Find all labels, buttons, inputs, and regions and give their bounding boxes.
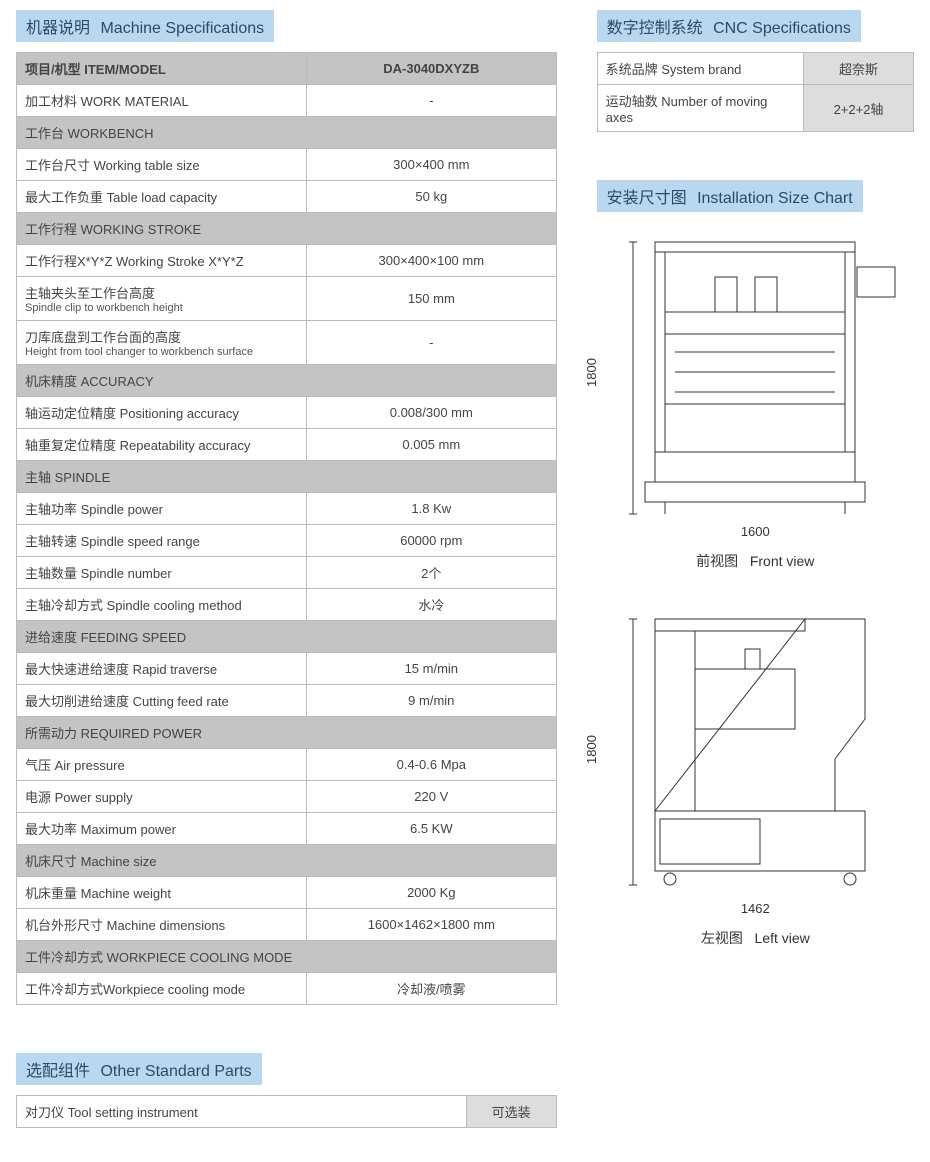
cnc-row-value: 2+2+2轴 — [804, 85, 914, 132]
spec-row-label: 刀库底盘到工作台面的高度Height from tool changer to … — [17, 321, 307, 365]
cnc-table: 系统品牌 System brand超奈斯运动轴数 Number of movin… — [597, 52, 914, 132]
front-view-diagram — [605, 222, 905, 522]
spec-row-value: 1.8 Kw — [307, 493, 557, 525]
spec-row-label: 主轴转速 Spindle speed range — [17, 525, 307, 557]
parts-title-en: Other Standard Parts — [100, 1063, 251, 1080]
spec-row-value: 2000 Kg — [307, 877, 557, 909]
spec-section-label: 工件冷却方式 WORKPIECE COOLING MODE — [17, 941, 557, 973]
spec-row-value: 0.005 mm — [307, 429, 557, 461]
spec-row-value: 0.008/300 mm — [307, 397, 557, 429]
install-title-en: Installation Size Chart — [697, 190, 853, 207]
machine-spec-title-cn: 机器说明 — [26, 20, 90, 37]
parts-title-cn: 选配组件 — [26, 1063, 90, 1080]
left-height-dim: 1800 — [584, 735, 599, 764]
spec-row-value: - — [307, 321, 557, 365]
spec-row-label: 电源 Power supply — [17, 781, 307, 813]
front-view-caption: 前视图 Front view — [597, 551, 914, 571]
header-item-label: 项目/机型 ITEM/MODEL — [17, 53, 307, 85]
spec-row-value: - — [307, 85, 557, 117]
spec-section-label: 机床精度 ACCURACY — [17, 365, 557, 397]
spec-row-label: 主轴数量 Spindle number — [17, 557, 307, 589]
cnc-title-cn: 数字控制系统 — [607, 20, 703, 37]
left-width-dim: 1462 — [605, 901, 905, 916]
parts-table: 对刀仪 Tool setting instrument可选装 — [16, 1095, 557, 1128]
spec-row-value: 15 m/min — [307, 653, 557, 685]
spec-row-value: 冷却液/喷雾 — [307, 973, 557, 1005]
spec-row-value: 300×400×100 mm — [307, 245, 557, 277]
spec-row-value: 50 kg — [307, 181, 557, 213]
machine-spec-title-en: Machine Specifications — [100, 20, 264, 37]
spec-row-value: 60000 rpm — [307, 525, 557, 557]
spec-row-label: 工作行程X*Y*Z Working Stroke X*Y*Z — [17, 245, 307, 277]
spec-row-label: 最大工作负重 Table load capacity — [17, 181, 307, 213]
cnc-title-en: CNC Specifications — [713, 20, 851, 37]
spec-row-value: 220 V — [307, 781, 557, 813]
front-view-container: 1800 1600 — [605, 222, 905, 539]
front-height-dim: 1800 — [584, 358, 599, 387]
spec-section-label: 机床尺寸 Machine size — [17, 845, 557, 877]
cnc-row-label: 运动轴数 Number of moving axes — [597, 85, 803, 132]
spec-row-label: 工件冷却方式Workpiece cooling mode — [17, 973, 307, 1005]
parts-row-value: 可选装 — [466, 1096, 556, 1128]
cnc-row-label: 系统品牌 System brand — [597, 53, 803, 85]
spec-row-value: 150 mm — [307, 277, 557, 321]
parts-title: 选配组件 Other Standard Parts — [16, 1053, 262, 1085]
parts-row-label: 对刀仪 Tool setting instrument — [17, 1096, 467, 1128]
spec-row-label: 最大切削进给速度 Cutting feed rate — [17, 685, 307, 717]
spec-row-label: 主轴冷却方式 Spindle cooling method — [17, 589, 307, 621]
spec-row-value: 300×400 mm — [307, 149, 557, 181]
left-view-caption: 左视图 Left view — [597, 928, 914, 948]
spec-section-label: 进给速度 FEEDING SPEED — [17, 621, 557, 653]
spec-row-label: 最大功率 Maximum power — [17, 813, 307, 845]
spec-row-label: 轴运动定位精度 Positioning accuracy — [17, 397, 307, 429]
spec-row-value: 0.4-0.6 Mpa — [307, 749, 557, 781]
spec-row-label: 加工材料 WORK MATERIAL — [17, 85, 307, 117]
spec-row-label: 主轴夹头至工作台高度Spindle clip to workbench heig… — [17, 277, 307, 321]
spec-row-label: 轴重复定位精度 Repeatability accuracy — [17, 429, 307, 461]
front-width-dim: 1600 — [605, 524, 905, 539]
spec-section-label: 主轴 SPINDLE — [17, 461, 557, 493]
spec-row-label: 主轴功率 Spindle power — [17, 493, 307, 525]
spec-section-label: 工作行程 WORKING STROKE — [17, 213, 557, 245]
spec-row-value: 9 m/min — [307, 685, 557, 717]
left-caption-en: Left view — [755, 930, 810, 946]
spec-row-value: 2个 — [307, 557, 557, 589]
spec-row-label: 最大快速进给速度 Rapid traverse — [17, 653, 307, 685]
spec-row-label: 工作台尺寸 Working table size — [17, 149, 307, 181]
spec-row-label: 气压 Air pressure — [17, 749, 307, 781]
header-model: DA-3040DXYZB — [307, 53, 557, 85]
machine-spec-title: 机器说明 Machine Specifications — [16, 10, 274, 42]
spec-row-value: 水冷 — [307, 589, 557, 621]
spec-row-label: 机床重量 Machine weight — [17, 877, 307, 909]
spec-row-value: 1600×1462×1800 mm — [307, 909, 557, 941]
cnc-title: 数字控制系统 CNC Specifications — [597, 10, 861, 42]
install-title-cn: 安装尺寸图 — [607, 190, 687, 207]
front-caption-en: Front view — [750, 553, 815, 569]
spec-section-label: 所需动力 REQUIRED POWER — [17, 717, 557, 749]
cnc-row-value: 超奈斯 — [804, 53, 914, 85]
spec-row-value: 6.5 KW — [307, 813, 557, 845]
left-caption-cn: 左视图 — [701, 930, 743, 946]
spec-row-label: 机台外形尺寸 Machine dimensions — [17, 909, 307, 941]
left-view-container: 1800 1462 — [605, 599, 905, 916]
install-title: 安装尺寸图 Installation Size Chart — [597, 180, 863, 212]
left-view-diagram — [605, 599, 905, 899]
machine-spec-table: 项目/机型 ITEM/MODEL DA-3040DXYZB 加工材料 WORK … — [16, 52, 557, 1005]
spec-section-label: 工作台 WORKBENCH — [17, 117, 557, 149]
front-caption-cn: 前视图 — [696, 553, 738, 569]
